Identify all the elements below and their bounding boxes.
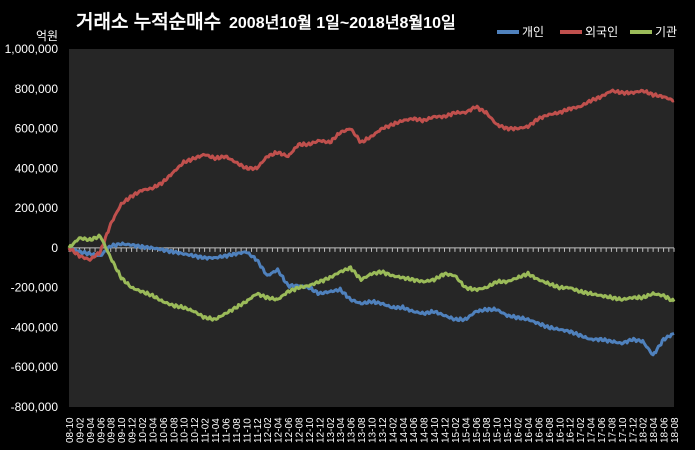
x-tick-label: 10-08 [169, 417, 180, 443]
x-tick-label: 12-02 [263, 417, 274, 443]
x-tick-label: 15-12 [503, 417, 514, 443]
x-tick-label: 11-10 [242, 418, 253, 443]
y-tick-label: -600,000 [11, 360, 59, 374]
y-tick-label: 800,000 [15, 82, 59, 96]
x-tick-label: 14-06 [409, 417, 420, 443]
x-tick-label: 11-02 [201, 418, 212, 443]
zero-axis [68, 247, 675, 252]
x-tick-label: 12-04 [274, 417, 285, 443]
x-tick-label: 14-04 [399, 417, 410, 443]
y-tick-label: 1,000,000 [5, 42, 59, 56]
x-tick-label: 17-02 [576, 417, 587, 443]
x-tick-label: 17-06 [597, 417, 608, 443]
x-tick-label: 14-02 [388, 417, 399, 443]
x-tick-label: 13-06 [347, 417, 358, 443]
x-tick-label: 13-08 [357, 417, 368, 443]
legend-label: 외국인 [585, 25, 618, 39]
x-tick-label: 16-02 [514, 417, 525, 443]
y-tick-label: 400,000 [15, 161, 59, 175]
x-tick-label: 09-06 [96, 417, 107, 443]
x-tick-label: 13-02 [326, 417, 337, 443]
x-tick-label: 11-12 [253, 418, 264, 443]
x-tick-label: 15-06 [472, 417, 483, 443]
x-tick-label: 16-08 [545, 417, 556, 443]
x-tick-label: 18-04 [649, 417, 660, 443]
x-tick-label: 15-02 [451, 417, 462, 443]
y-tick-label: -400,000 [11, 320, 59, 334]
series-lines [67, 88, 676, 357]
x-tick-label: 13-12 [378, 417, 389, 443]
y-tick-label: 600,000 [15, 122, 59, 136]
x-tick-label: 12-10 [305, 417, 316, 443]
x-tick-label: 17-08 [607, 417, 618, 443]
chart-title: 거래소 누적순매수 [76, 11, 221, 33]
legend: 개인 외국인 기관 [497, 25, 677, 39]
x-tick-label: 09-12 [128, 417, 139, 443]
series-line-1 [68, 241, 675, 357]
x-tick-label: 14-08 [420, 417, 431, 443]
x-tick-label: 12-06 [284, 417, 295, 443]
y-tick-label: -200,000 [11, 281, 59, 295]
x-tick-label: 18-06 [660, 417, 671, 443]
x-tick-label: 16-10 [555, 417, 566, 443]
x-tick-label: 17-04 [587, 417, 598, 443]
chart-subtitle: 2008년10월 1일~2018년8월10일 [229, 13, 456, 32]
x-tick-label: 11-06 [221, 418, 232, 443]
x-tick-label: 10-12 [190, 417, 201, 443]
x-tick-label: 08-10 [65, 417, 76, 443]
x-tick-label: 10-06 [159, 417, 170, 443]
y-tick-labels: 1,000,000 800,000 600,000 400,000 200,000 0 -2… [5, 42, 59, 414]
x-tick-label: 11-08 [232, 418, 243, 443]
x-tick-label: 15-08 [482, 417, 493, 443]
x-tick-label: 18-08 [670, 417, 681, 443]
y-tick-label: -800,000 [11, 400, 59, 414]
y-axis-unit-label: 억원 [36, 29, 58, 43]
series-line-3 [67, 233, 676, 322]
x-tick-label: 18-02 [639, 417, 650, 443]
y-tick-label: 0 [51, 241, 58, 255]
x-tick-label: 12-12 [315, 417, 326, 443]
legend-label: 기관 [655, 25, 677, 39]
x-tick-label: 09-04 [86, 417, 97, 443]
x-tick-label: 17-12 [628, 417, 639, 443]
x-tick-label: 13-10 [368, 417, 379, 443]
x-tick-label: 15-04 [461, 417, 472, 443]
x-tick-label: 14-12 [441, 417, 452, 443]
x-tick-label: 09-08 [107, 417, 118, 443]
x-tick-label: 16-06 [534, 417, 545, 443]
series-line-2 [67, 88, 675, 262]
x-tick-label: 15-10 [493, 417, 504, 443]
x-tick-label: 10-10 [180, 417, 191, 443]
x-tick-label: 17-10 [618, 417, 629, 443]
x-tick-label: 09-02 [75, 417, 86, 443]
x-tick-label: 10-02 [138, 417, 149, 443]
x-tick-label: 16-04 [524, 417, 535, 443]
y-tick-label: 200,000 [15, 201, 59, 215]
x-tick-label: 16-12 [566, 417, 577, 443]
legend-label: 개인 [522, 25, 544, 39]
x-tick-label: 11-04 [211, 418, 222, 443]
x-tick-label: 13-04 [336, 417, 347, 443]
x-tick-label: 10-04 [148, 417, 159, 443]
x-tick-label: 12-08 [294, 417, 305, 443]
x-tick-label: 14-10 [430, 417, 441, 443]
x-tick-labels: 08-10 09-02 09-04 09-06 09-08 09-10 09-12 10-02… [65, 417, 681, 443]
x-tick-label: 09-10 [117, 417, 128, 443]
